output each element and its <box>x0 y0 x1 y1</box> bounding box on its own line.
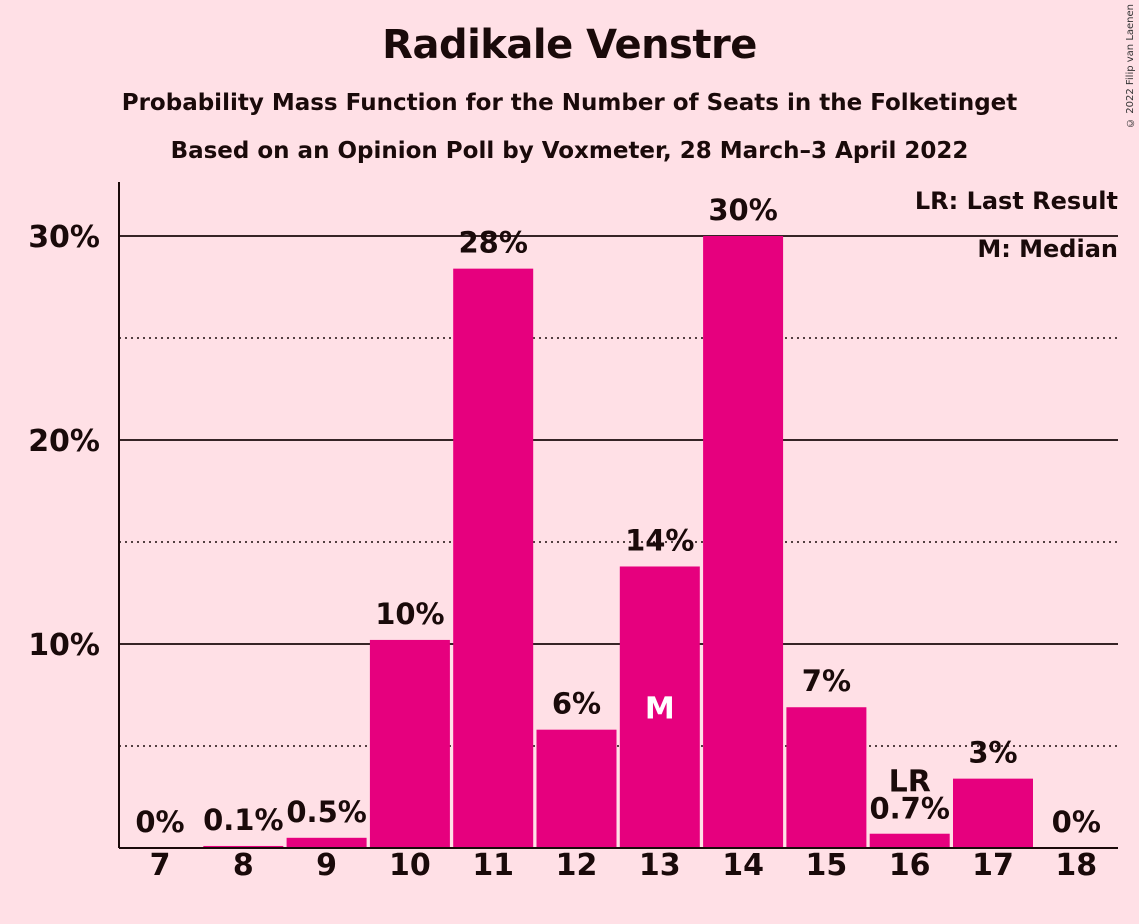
x-tick-label: 18 <box>1055 848 1097 883</box>
y-tick-label: 10% <box>28 628 100 663</box>
data-label: 0.1% <box>203 803 283 837</box>
last-result-marker: LR <box>889 765 931 800</box>
x-tick-label: 10 <box>389 848 431 883</box>
legend: LR: Last Result M: Median <box>915 187 1118 263</box>
x-tick-label: 9 <box>316 848 337 883</box>
y-tick-label: 20% <box>28 424 100 459</box>
data-label: 6% <box>552 687 601 721</box>
x-tick-label: 7 <box>150 848 171 883</box>
bar-seat-13 <box>619 566 700 848</box>
axes: 10% 20% 30% 7 8 9 10 11 12 13 14 15 16 17 18 <box>28 182 1118 883</box>
median-marker: M <box>645 691 675 726</box>
data-label: 0.5% <box>286 795 366 829</box>
data-label: 0% <box>1052 805 1101 839</box>
legend-entry: LR: Last Result <box>915 187 1118 215</box>
bar-seat-11 <box>453 268 534 848</box>
bar-seat-8 <box>203 845 284 848</box>
data-label: 3% <box>968 736 1017 770</box>
data-label: 0% <box>135 805 184 839</box>
x-tick-label: 12 <box>556 848 598 883</box>
data-label: 0.7% <box>869 792 949 826</box>
data-labels: 0% 0.1% 0.5% 10% 28% 6% 14% M 30% 7% 0.7%LR 3% 0% <box>135 193 1101 839</box>
data-label: 28% <box>458 226 527 260</box>
x-tick-label: 16 <box>889 848 931 883</box>
data-label: 30% <box>708 193 777 227</box>
x-tick-label: 17 <box>972 848 1014 883</box>
x-tick-label: 13 <box>639 848 681 883</box>
legend-entry: M: Median <box>977 235 1118 263</box>
y-tick-label: 30% <box>28 220 100 255</box>
data-label: 7% <box>802 664 851 698</box>
bar-seat-16 <box>869 833 950 848</box>
data-label: 10% <box>375 597 444 631</box>
bar-seat-17 <box>953 778 1033 848</box>
chart-subtitle: Probability Mass Function for the Number… <box>121 90 1018 116</box>
data-label: 14% <box>625 523 694 557</box>
x-tick-label: 15 <box>806 848 848 883</box>
x-tick-label: 8 <box>233 848 254 883</box>
chart-title: Radikale Venstre <box>382 22 757 68</box>
x-tick-label: 11 <box>472 848 514 883</box>
chart-subtitle-poll: Based on an Opinion Poll by Voxmeter, 28… <box>170 138 969 164</box>
bar-seat-15 <box>786 707 867 848</box>
bar-seat-14 <box>703 236 784 848</box>
x-tick-label: 14 <box>722 848 764 883</box>
bar-seat-12 <box>536 729 617 848</box>
bar-seat-10 <box>369 639 450 848</box>
bars <box>203 236 1033 848</box>
bar-seat-9 <box>286 837 367 848</box>
gridlines <box>119 235 1118 747</box>
